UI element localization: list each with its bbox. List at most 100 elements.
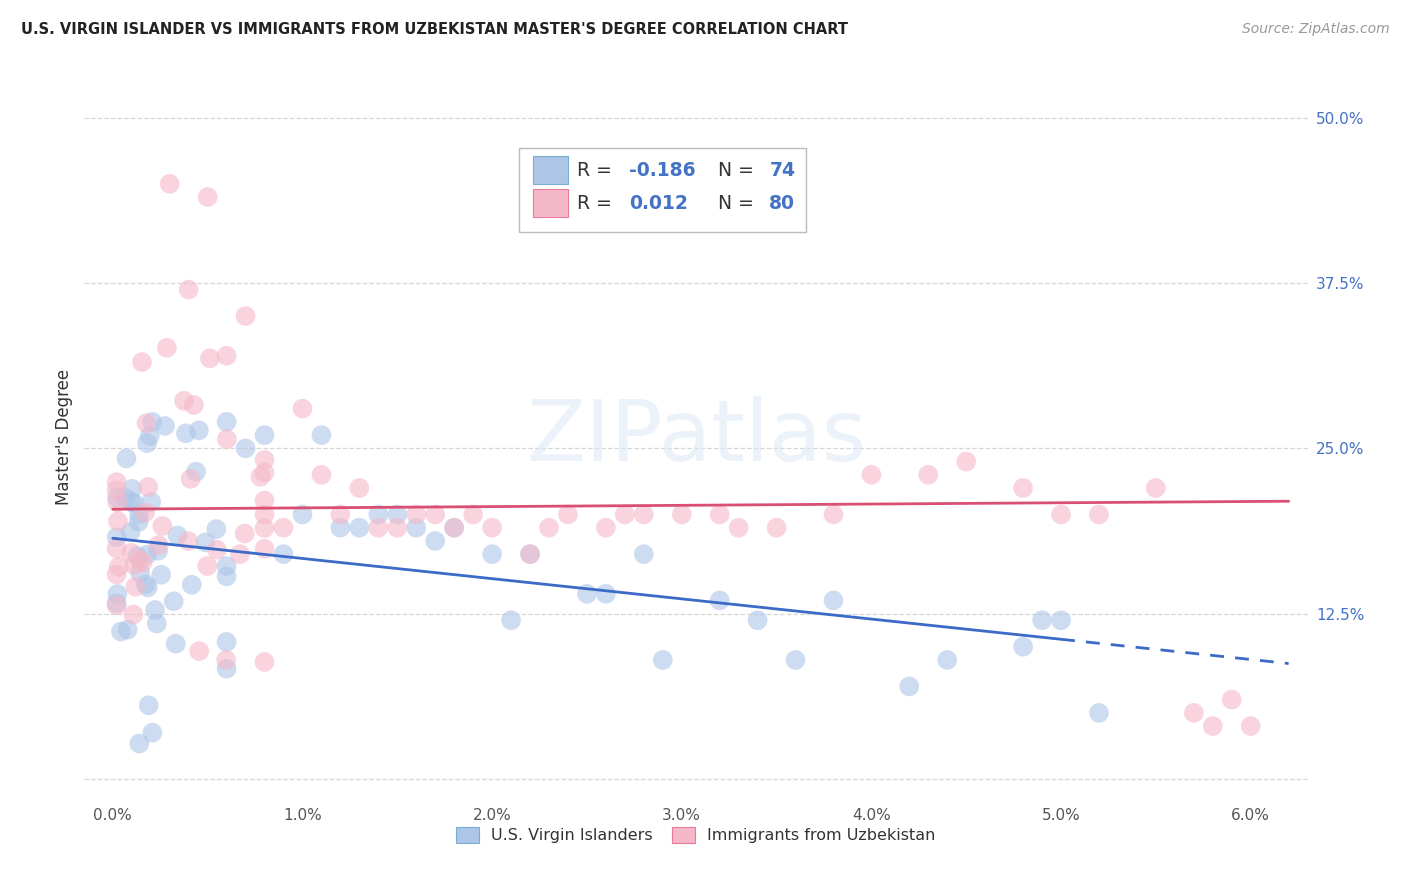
Point bbox=[249, 470, 271, 484]
Point bbox=[128, 737, 150, 751]
Point bbox=[138, 698, 160, 713]
Point bbox=[253, 508, 276, 522]
Point bbox=[174, 426, 197, 441]
Point bbox=[128, 508, 150, 522]
Point bbox=[253, 521, 276, 535]
Point bbox=[253, 493, 276, 508]
Text: -0.186: -0.186 bbox=[628, 161, 696, 179]
Point bbox=[917, 467, 939, 482]
Text: R =: R = bbox=[578, 194, 619, 212]
Point bbox=[595, 521, 617, 535]
Point bbox=[273, 521, 295, 535]
Point bbox=[955, 454, 977, 468]
Point bbox=[121, 482, 143, 496]
Point bbox=[765, 521, 787, 535]
Point bbox=[633, 547, 655, 561]
Point bbox=[124, 580, 146, 594]
Point bbox=[1144, 481, 1167, 495]
Point bbox=[671, 508, 693, 522]
Point bbox=[747, 613, 769, 627]
Point bbox=[156, 341, 179, 355]
Point bbox=[146, 543, 169, 558]
Point bbox=[1220, 692, 1243, 706]
Point bbox=[936, 653, 959, 667]
Point bbox=[215, 415, 238, 429]
Point bbox=[425, 533, 447, 548]
Text: R =: R = bbox=[578, 161, 619, 179]
Point bbox=[180, 472, 202, 486]
Point bbox=[205, 542, 228, 557]
Point bbox=[159, 177, 181, 191]
Point bbox=[107, 559, 129, 574]
Point bbox=[898, 680, 921, 694]
Point bbox=[105, 567, 128, 582]
Point bbox=[463, 508, 485, 522]
Point bbox=[184, 465, 207, 479]
Point bbox=[188, 644, 211, 658]
Point bbox=[519, 547, 541, 561]
Point bbox=[575, 587, 598, 601]
Point bbox=[405, 508, 427, 522]
Point bbox=[141, 725, 163, 739]
Point bbox=[128, 515, 150, 529]
Point bbox=[146, 616, 169, 631]
Point bbox=[1088, 706, 1111, 720]
Point bbox=[105, 491, 128, 505]
Point bbox=[136, 548, 159, 562]
Point bbox=[134, 505, 156, 519]
Point bbox=[651, 653, 673, 667]
Point bbox=[141, 415, 163, 429]
Point bbox=[1050, 613, 1073, 627]
Point bbox=[1202, 719, 1225, 733]
Point bbox=[105, 475, 128, 489]
Point bbox=[110, 624, 132, 639]
Point bbox=[349, 521, 371, 535]
Point bbox=[709, 508, 731, 522]
Point bbox=[235, 309, 257, 323]
Point bbox=[709, 593, 731, 607]
Point bbox=[537, 521, 560, 535]
Point bbox=[183, 398, 205, 412]
Point bbox=[198, 351, 221, 366]
Point bbox=[166, 528, 188, 542]
Point bbox=[105, 483, 128, 498]
Point bbox=[138, 429, 160, 443]
Point bbox=[163, 594, 186, 608]
Point bbox=[387, 508, 409, 522]
Point bbox=[291, 508, 314, 522]
Point bbox=[177, 283, 200, 297]
Point bbox=[105, 495, 128, 509]
Point bbox=[311, 467, 333, 482]
Point bbox=[165, 637, 187, 651]
Point bbox=[557, 508, 579, 522]
Point bbox=[136, 581, 159, 595]
Point bbox=[115, 491, 138, 506]
Point bbox=[127, 549, 149, 563]
Point bbox=[253, 655, 276, 669]
Point bbox=[215, 559, 238, 574]
Point bbox=[727, 521, 749, 535]
Bar bbox=[533, 189, 568, 217]
Point bbox=[215, 653, 238, 667]
Point bbox=[143, 603, 166, 617]
Point bbox=[141, 495, 163, 509]
Text: Source: ZipAtlas.com: Source: ZipAtlas.com bbox=[1241, 22, 1389, 37]
Point bbox=[131, 355, 153, 369]
Point bbox=[1031, 613, 1053, 627]
Point bbox=[1012, 481, 1035, 495]
Text: 80: 80 bbox=[769, 194, 796, 212]
Point bbox=[519, 547, 541, 561]
Point bbox=[1012, 640, 1035, 654]
Point bbox=[115, 451, 138, 466]
Point bbox=[215, 635, 238, 649]
Point bbox=[124, 558, 146, 573]
Point bbox=[105, 530, 128, 544]
Point bbox=[205, 522, 228, 536]
Point bbox=[120, 494, 142, 508]
Text: 0.012: 0.012 bbox=[628, 194, 688, 212]
Point bbox=[215, 432, 238, 446]
Legend: U.S. Virgin Islanders, Immigrants from Uzbekistan: U.S. Virgin Islanders, Immigrants from U… bbox=[450, 821, 942, 850]
Point bbox=[195, 559, 218, 574]
Point bbox=[253, 453, 276, 467]
Point bbox=[105, 596, 128, 610]
